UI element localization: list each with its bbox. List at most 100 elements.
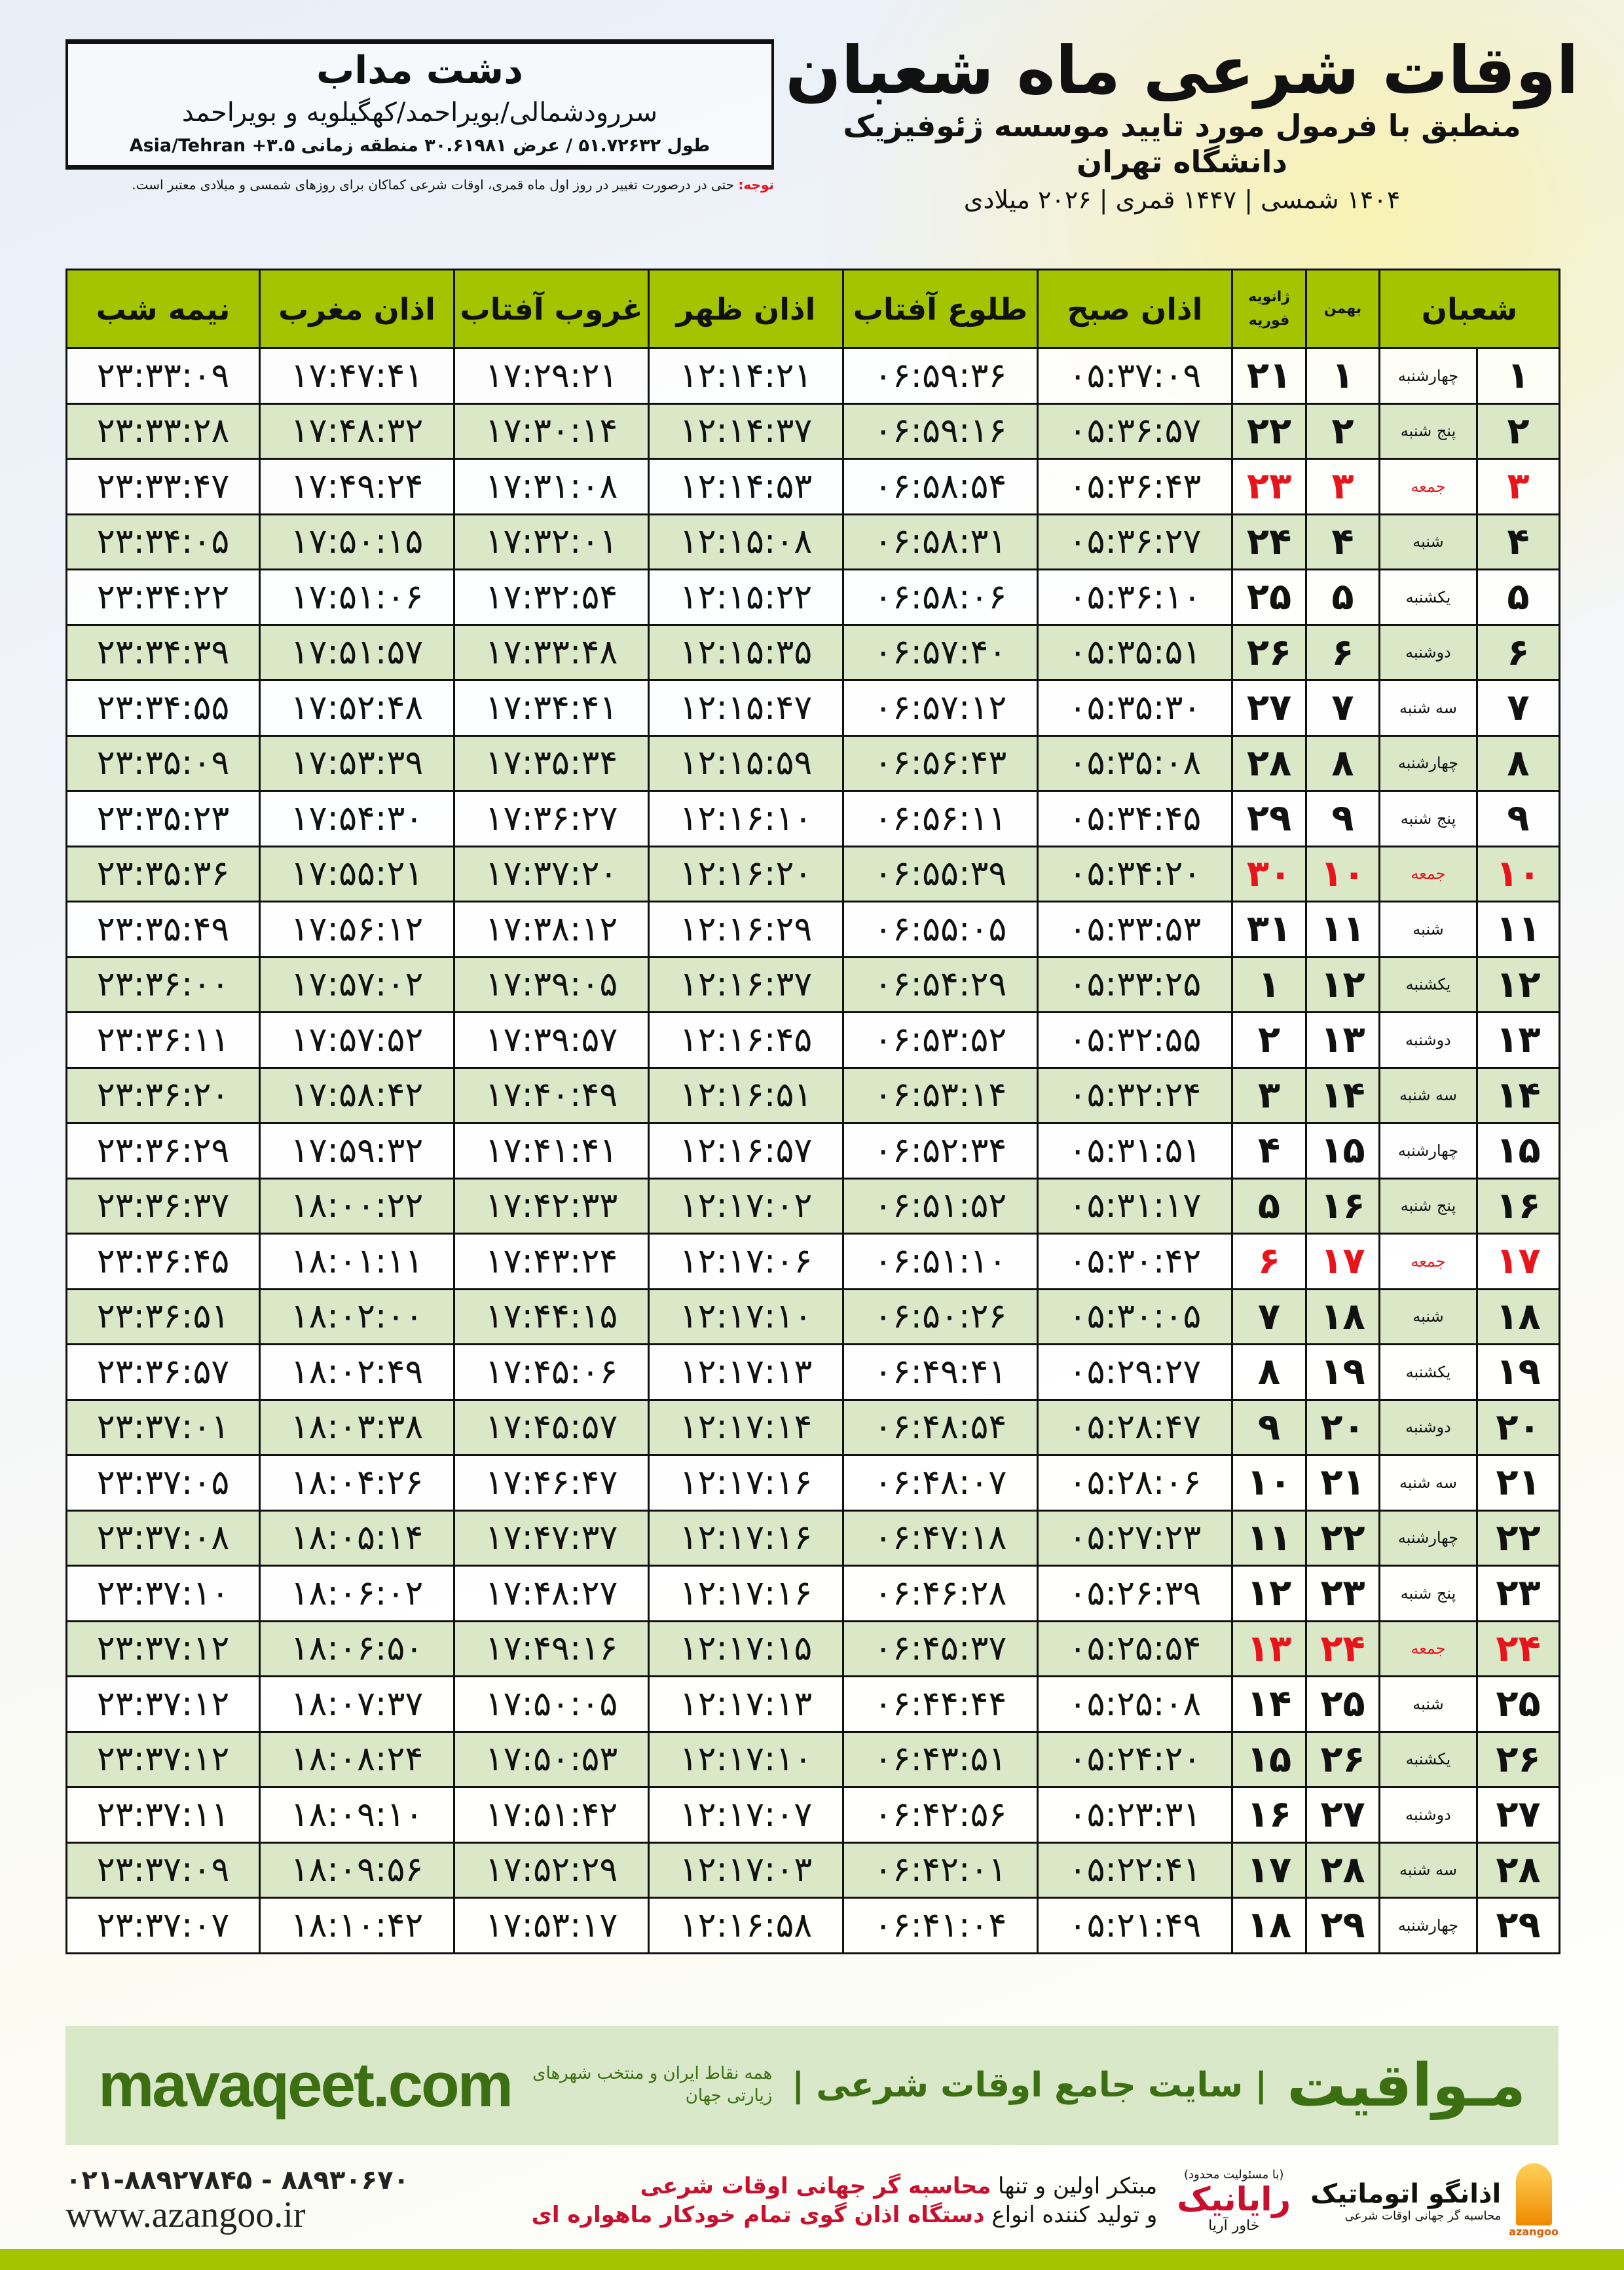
cell-fajr: ۰۵:۳۰:۰۵ (1037, 1288, 1233, 1345)
cell-fajr: ۰۵:۳۴:۲۰ (1037, 845, 1233, 902)
cell-bahman-day: ۱۱ (1305, 901, 1380, 958)
cell-sunset: ۱۷:۴۲:۳۳ (453, 1177, 650, 1235)
rayanik-name: رایانیک (1177, 2180, 1291, 2218)
cell-midnight: ۲۳:۳۷:۱۰ (65, 1565, 261, 1622)
cell-midnight: ۲۳:۳۶:۱۱ (65, 1011, 261, 1069)
cell-weekday: دوشنبه (1378, 1398, 1479, 1456)
cell-fajr: ۰۵:۳۵:۵۱ (1037, 623, 1233, 681)
promo-1a: مبتکر اولین و تنها (991, 2172, 1158, 2199)
col-bahman: بهمن (1305, 269, 1380, 349)
cell-weekday: پنج شنبه (1378, 1177, 1479, 1235)
cell-weekday: جمعه (1378, 458, 1479, 515)
cell-gregorian-day: ۲ (1231, 1011, 1307, 1069)
cell-bahman-day: ۱۲ (1305, 956, 1380, 1013)
cell-gregorian-day: ۱۶ (1231, 1786, 1307, 1844)
cell-weekday: چهارشنبه (1378, 1897, 1479, 1954)
promo-2a: و تولید کننده انواع (984, 2202, 1158, 2228)
cell-sunrise: ۰۶:۵۹:۳۶ (842, 347, 1039, 405)
cell-shaban-day: ۱۵ (1476, 1122, 1561, 1180)
cell-gregorian-day: ۱۲ (1231, 1565, 1307, 1622)
cell-gregorian-day: ۱۱ (1231, 1509, 1307, 1567)
cell-sunrise: ۰۶:۵۲:۳۴ (842, 1122, 1039, 1180)
cell-bahman-day: ۲۶ (1305, 1730, 1380, 1788)
note-label: توجه: (738, 176, 774, 193)
cell-dhuhr: ۱۲:۱۴:۲۱ (648, 347, 844, 405)
cell-midnight: ۲۳:۳۷:۰۵ (65, 1454, 261, 1512)
cell-sunrise: ۰۶:۵۷:۴۰ (842, 623, 1039, 681)
cell-maghrib: ۱۸:۰۹:۱۰ (259, 1786, 455, 1844)
cell-maghrib: ۱۸:۰۲:۴۹ (259, 1343, 455, 1401)
cell-maghrib: ۱۷:۴۸:۳۲ (259, 402, 455, 460)
table-row: ۲۶ یکشنبه ۲۶ ۱۵ ۰۵:۲۴:۲۰ ۰۶:۴۳:۵۱ ۱۲:۱۷:۱۰ ۱۷:۵… (65, 1730, 1561, 1788)
cell-midnight: ۲۳:۳۴:۲۲ (65, 568, 261, 626)
cell-sunset: ۱۷:۳۴:۴۱ (453, 679, 650, 737)
table-row: ۸ چهارشنبه ۸ ۲۸ ۰۵:۳۵:۰۸ ۰۶:۵۶:۴۳ ۱۲:۱۵:۵۹ ۱۷:۳… (65, 734, 1561, 792)
cell-maghrib: ۱۷:۵۷:۰۲ (259, 956, 455, 1013)
cell-shaban-day: ۲۷ (1476, 1786, 1561, 1844)
cell-fajr: ۰۵:۳۴:۴۵ (1037, 790, 1233, 847)
cell-fajr: ۰۵:۲۹:۲۷ (1037, 1343, 1233, 1401)
cell-dhuhr: ۱۲:۱۶:۳۷ (648, 956, 844, 1013)
cell-maghrib: ۱۸:۰۸:۲۴ (259, 1730, 455, 1788)
cell-gregorian-day: ۱۳ (1231, 1620, 1307, 1677)
contact-info: ۰۲۱-۸۸۹۲۷۸۴۵ - ۸۸۹۳۰۶۷۰ www.azangoo.ir (65, 2165, 409, 2236)
cell-maghrib: ۱۷:۵۴:۳۰ (259, 790, 455, 847)
table-row: ۱۷ جمعه ۱۷ ۶ ۰۵:۳۰:۴۲ ۰۶:۵۱:۱۰ ۱۲:۱۷:۰۶ ۱۷:۴۳:۲… (65, 1233, 1561, 1290)
cell-maghrib: ۱۷:۵۸:۴۲ (259, 1066, 455, 1124)
mavaqeet-url[interactable]: mavaqeet.com (98, 2050, 513, 2120)
cell-shaban-day: ۱۷ (1476, 1233, 1561, 1290)
azangoo-url[interactable]: www.azangoo.ir (65, 2195, 306, 2236)
cell-maghrib: ۱۸:۰۳:۳۸ (259, 1398, 455, 1456)
page-subtitle: منطبق با فرمول مورد تایید موسسه ژئوفیزیک… (843, 108, 1521, 180)
cell-sunset: ۱۷:۵۰:۵۳ (453, 1730, 650, 1788)
cell-gregorian-day: ۸ (1231, 1343, 1307, 1401)
cell-midnight: ۲۳:۳۶:۵۷ (65, 1343, 261, 1401)
cell-shaban-day: ۱۹ (1476, 1343, 1561, 1401)
cell-sunset: ۱۷:۴۸:۲۷ (453, 1565, 650, 1622)
cell-dhuhr: ۱۲:۱۶:۵۷ (648, 1122, 844, 1180)
cell-sunrise: ۰۶:۵۸:۰۶ (842, 568, 1039, 626)
cell-midnight: ۲۳:۳۶:۰۰ (65, 956, 261, 1013)
cell-maghrib: ۱۷:۵۰:۱۵ (259, 513, 455, 570)
table-row: ۱ چهارشنبه ۱ ۲۱ ۰۵:۳۷:۰۹ ۰۶:۵۹:۳۶ ۱۲:۱۴:۲۱ ۱۷:۲… (65, 347, 1561, 405)
cell-dhuhr: ۱۲:۱۷:۱۰ (648, 1288, 844, 1345)
cell-dhuhr: ۱۲:۱۷:۱۰ (648, 1730, 844, 1788)
cell-dhuhr: ۱۲:۱۶:۲۰ (648, 845, 844, 902)
cell-gregorian-day: ۷ (1231, 1288, 1307, 1345)
cell-maghrib: ۱۷:۴۹:۲۴ (259, 458, 455, 515)
cell-weekday: شنبه (1378, 513, 1479, 570)
cell-weekday: سه شنبه (1378, 679, 1479, 737)
cell-sunrise: ۰۶:۵۳:۵۲ (842, 1011, 1039, 1069)
cell-midnight: ۲۳:۳۶:۳۷ (65, 1177, 261, 1235)
table-row: ۱۵ چهارشنبه ۱۵ ۴ ۰۵:۳۱:۵۱ ۰۶:۵۲:۳۴ ۱۲:۱۶:۵۷ ۱۷:… (65, 1122, 1561, 1180)
note-text: حتی در درصورت تغییر در روز اول ماه قمری،… (132, 176, 739, 193)
cell-maghrib: ۱۷:۵۱:۰۶ (259, 568, 455, 626)
azangoo-text: اذانگو اتوماتیک محاسبه گر جهانی اوقات شر… (1310, 2179, 1501, 2223)
azangoo-mark: azangoo (1509, 2163, 1559, 2238)
cell-shaban-day: ۲۶ (1476, 1730, 1561, 1788)
azangoo-sub: محاسبه گر جهانی اوقات شرعی (1344, 2208, 1502, 2223)
cell-shaban-day: ۲۰ (1476, 1398, 1561, 1456)
cell-bahman-day: ۹ (1305, 790, 1380, 847)
cell-dhuhr: ۱۲:۱۷:۰۶ (648, 1233, 844, 1290)
cell-dhuhr: ۱۲:۱۷:۱۶ (648, 1565, 844, 1622)
cell-shaban-day: ۸ (1476, 734, 1561, 792)
cell-maghrib: ۱۸:۰۰:۲۲ (259, 1177, 455, 1235)
cell-gregorian-day: ۹ (1231, 1398, 1307, 1456)
cell-bahman-day: ۲۸ (1305, 1841, 1380, 1899)
cell-maghrib: ۱۸:۰۶:۰۲ (259, 1565, 455, 1622)
cell-shaban-day: ۲۸ (1476, 1841, 1561, 1899)
cell-bahman-day: ۱۷ (1305, 1233, 1380, 1290)
cell-fajr: ۰۵:۳۷:۰۹ (1037, 347, 1233, 405)
cell-midnight: ۲۳:۳۷:۱۲ (65, 1730, 261, 1788)
table-row: ۱۸ شنبه ۱۸ ۷ ۰۵:۳۰:۰۵ ۰۶:۵۰:۲۶ ۱۲:۱۷:۱۰ ۱۷:۴۴:۱… (65, 1288, 1561, 1345)
cell-sunrise: ۰۶:۴۵:۳۷ (842, 1620, 1039, 1677)
cell-maghrib: ۱۷:۵۳:۳۹ (259, 734, 455, 792)
cell-midnight: ۲۳:۳۷:۱۲ (65, 1675, 261, 1733)
table-row: ۴ شنبه ۴ ۲۴ ۰۵:۳۶:۲۷ ۰۶:۵۸:۳۱ ۱۲:۱۵:۰۸ ۱۷:۳۲:۰۱… (65, 513, 1561, 570)
cell-bahman-day: ۱۴ (1305, 1066, 1380, 1124)
cell-bahman-day: ۱۸ (1305, 1288, 1380, 1345)
cell-sunset: ۱۷:۳۰:۱۴ (453, 402, 650, 460)
cell-midnight: ۲۳:۳۶:۴۵ (65, 1233, 261, 1290)
col-dhuhr: اذان ظهر (648, 269, 844, 349)
